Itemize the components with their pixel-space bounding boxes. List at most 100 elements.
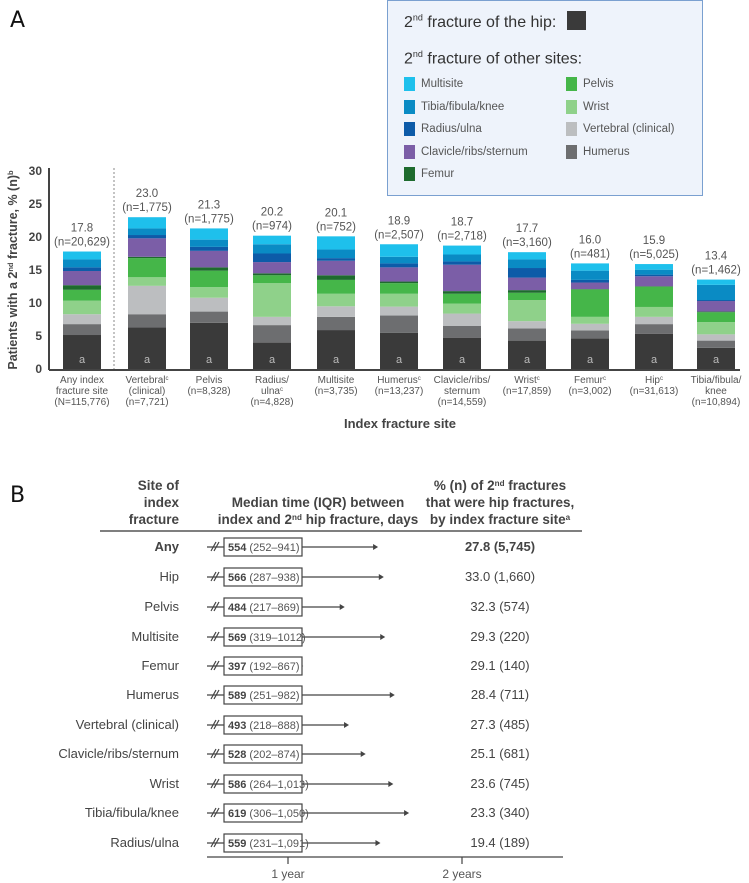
row-site-label: Humerus [126,687,179,702]
bar-total-n-label: (n=20,629) [54,237,110,249]
bar-segment-radius-ulna [697,300,735,302]
panel-b-letter: B [10,483,26,508]
bar-segment-femur [190,267,228,271]
legend-label: Humerus [583,145,630,158]
y-tick-label: 25 [29,197,43,211]
bar-segment-radius-ulna [571,279,609,283]
axis-break-icon [213,541,220,552]
row-site-label: Clavicle/ribs/sternum [58,746,179,761]
median-box [223,833,303,853]
bar-segment-multisite [697,279,735,285]
bar-segment-wrist [635,306,673,317]
arrowhead-icon [375,840,381,846]
bar-total-label: 18.7 [451,217,473,229]
legend: 2nd fracture of the hip: 2nd fracture of… [387,0,703,196]
bar-segment-radius-ulna [508,268,546,278]
bar-segment-hip [128,327,166,369]
x-tick-label: sternum [444,386,480,397]
x-tick-label: (clinical) [129,386,166,397]
axis-break-icon [213,719,220,730]
bar-segment-pelvis [697,312,735,323]
bar-segment-wrist [443,303,481,314]
median-box [223,803,303,823]
legend-other-title: 2nd fracture of other sites: [404,49,582,68]
bar-segment-radius-ulna [380,263,418,268]
bar-segment-clavicle-ribs-sternum [443,264,481,292]
bar-segment-multisite [571,263,609,271]
arrowhead-icon [360,751,366,757]
row-pct-label: 23.6 (745) [470,776,529,791]
bar-segment-pelvis [571,289,609,317]
median-iqr-label: 397 (192–867) [228,661,300,673]
bar-segment-humerus [508,328,546,341]
bar-segment-hip [571,338,609,369]
legend-label: Vertebral (clinical) [583,123,675,135]
legend-swatch [404,167,415,181]
bar-total-label: 20.1 [325,207,347,219]
median-box [223,774,303,794]
legend-label: Multisite [421,78,464,90]
axis-break-icon [213,660,220,671]
legend-hip-title-text2: fracture of the hip: [422,14,557,31]
bar-segment-tibia-fibula-knee [508,259,546,269]
bar-segment-multisite [253,235,291,245]
hip-segment-marker: a [713,354,720,366]
bar-segment-hip [190,322,228,369]
bar-total-label: 15.9 [643,235,665,247]
row-pct-label: 29.1 (140) [470,658,529,673]
legend-item: Radius/ulna [404,122,482,136]
row-site-label: Tibia/fibula/knee [85,805,179,820]
bar-segment-wrist [128,277,166,286]
row-pct-label: 27.3 (485) [470,717,529,732]
bar-segment-vertebral-clinical- [635,316,673,325]
median-iqr-label: 569 (319–1012) [228,632,306,644]
bar-segment-vertebral-clinical- [128,285,166,315]
y-tick-label: 0 [35,362,42,376]
bar-segment-radius-ulna [317,258,355,261]
bar-segment-multisite [128,217,166,229]
bar-segment-clavicle-ribs-sternum [128,238,166,257]
x-tick-label: Femurc [574,375,606,386]
legend-item: Femur [404,167,454,181]
median-box [223,685,303,705]
x-tick-label: fracture site [56,386,109,397]
hip-segment-marker: a [206,354,213,366]
legend-swatch [566,99,577,114]
bar-total-label: 18.9 [388,215,410,227]
column-header-pct: by index fracture sitea [430,512,571,527]
legend-swatch [404,77,415,91]
bar-segment-vertebral-clinical- [190,297,228,312]
x-tick-label: (n=13,237) [375,386,424,397]
axis-break-icon [213,601,220,612]
bar-segment-wrist [697,322,735,335]
bar-segment-humerus [697,340,735,348]
bar-total-n-label: (n=752) [316,221,356,233]
arrowhead-icon [404,810,410,816]
bar-segment-humerus [190,311,228,323]
bar-total-n-label: (n=974) [252,221,292,233]
axis-break-icon [213,631,220,642]
bar-segment-hip [697,347,735,369]
median-iqr-label: 559 (231–1,091) [228,838,309,850]
bar-segment-tibia-fibula-knee [697,284,735,301]
bar-segment-tibia-fibula-knee [63,259,101,268]
arrowhead-icon [378,574,384,580]
hip-segment-marker: a [587,354,594,366]
bar-segment-femur [253,273,291,276]
axis-break-icon [210,541,217,552]
bar-segment-tibia-fibula-knee [253,244,291,254]
row-pct-label: 32.3 (574) [470,599,529,614]
bar-segment-tibia-fibula-knee [128,228,166,236]
bar-segment-humerus [635,324,673,334]
x-tick-label: (n=10,894) [692,397,741,408]
x-tick-label: (n=3,002) [568,386,611,397]
x-tick-label: (n=8,328) [187,386,230,397]
legend-label: Radius/ulna [421,123,482,135]
bar-segment-tibia-fibula-knee [317,249,355,259]
legend-label: Wrist [583,100,609,113]
time-axis-tick-label: 2 years [442,867,481,881]
x-tick-label: (n=3,735) [314,386,357,397]
axis-break-icon [213,807,220,818]
x-tick-label: Clavicle/ribs/ [434,375,491,386]
